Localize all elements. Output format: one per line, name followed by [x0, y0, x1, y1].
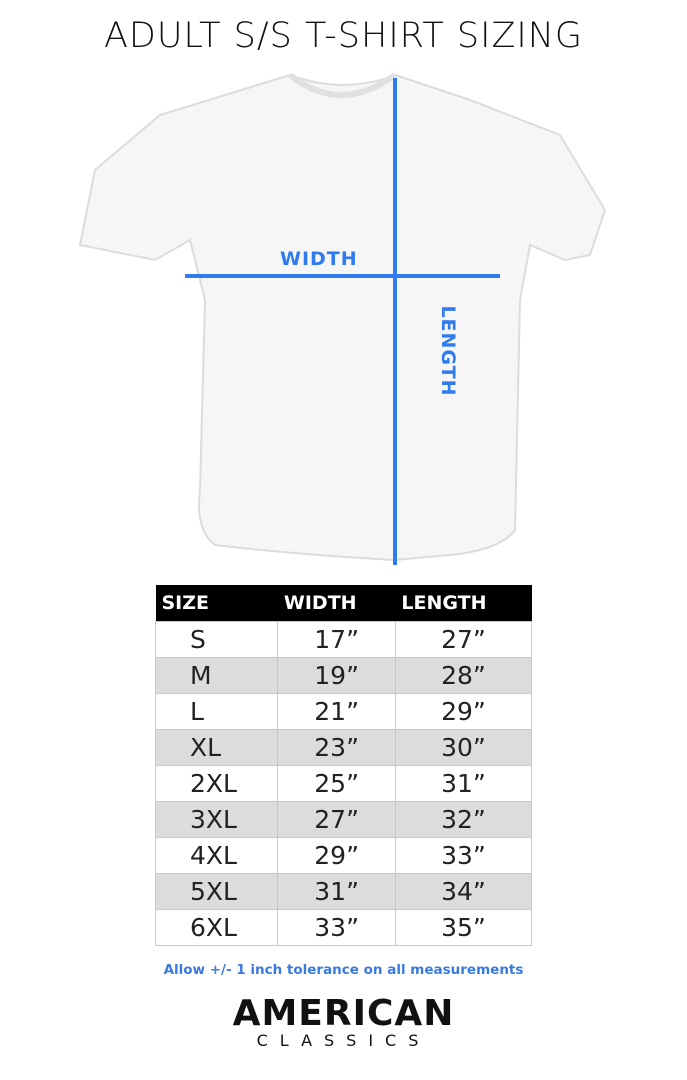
- tshirt-silhouette: [78, 73, 607, 562]
- table-row: L 21” 29”: [154, 693, 533, 730]
- cell-size: 2XL: [154, 765, 279, 802]
- cell-width: 31”: [277, 873, 396, 910]
- cell-width: 17”: [277, 621, 396, 658]
- cell-size: 5XL: [154, 873, 279, 910]
- cell-size: L: [154, 693, 279, 730]
- cell-length: 34”: [394, 873, 533, 910]
- table-row: M 19” 28”: [154, 657, 533, 694]
- cell-length: 35”: [394, 909, 533, 946]
- header-size: SIZE: [155, 585, 278, 622]
- table-row: XL 23” 30”: [154, 729, 533, 766]
- cell-width: 25”: [277, 765, 396, 802]
- cell-width: 23”: [277, 729, 396, 766]
- cell-width: 29”: [277, 837, 396, 874]
- cell-width: 21”: [277, 693, 396, 730]
- size-table: SIZE WIDTH LENGTH S 17” 27” M 19” 28” L 21” 29” X…: [154, 585, 533, 946]
- cell-size: XL: [154, 729, 279, 766]
- tshirt-diagram: [78, 72, 607, 565]
- cell-size: S: [154, 621, 279, 658]
- tshirt-collar: [288, 72, 397, 98]
- brand-logo-american: AMERICAN: [232, 993, 455, 1034]
- brand-logo-classics: CLASSICS: [256, 1031, 431, 1050]
- table-row: 3XL 27” 32”: [154, 801, 533, 838]
- cell-length: 27”: [394, 621, 533, 658]
- table-row: 2XL 25” 31”: [154, 765, 533, 802]
- cell-length: 33”: [394, 837, 533, 874]
- cell-size: M: [154, 657, 279, 694]
- cell-size: 3XL: [154, 801, 279, 838]
- page-title: ADULT S/S T-SHIRT SIZING: [103, 16, 584, 56]
- cell-length: 29”: [394, 693, 533, 730]
- table-header: SIZE WIDTH LENGTH: [155, 585, 532, 622]
- width-label: WIDTH: [280, 248, 358, 270]
- cell-length: 31”: [394, 765, 533, 802]
- cell-width: 27”: [277, 801, 396, 838]
- table-row: 4XL 29” 33”: [154, 837, 533, 874]
- cell-length: 30”: [394, 729, 533, 766]
- header-length: LENGTH: [395, 585, 532, 622]
- tolerance-note: Allow +/- 1 inch tolerance on all measur…: [163, 962, 524, 978]
- cell-width: 33”: [277, 909, 396, 946]
- cell-size: 6XL: [154, 909, 279, 946]
- cell-length: 32”: [394, 801, 533, 838]
- table-row: S 17” 27”: [154, 621, 533, 658]
- cell-length: 28”: [394, 657, 533, 694]
- length-label: LENGTH: [437, 305, 459, 397]
- table-row: 5XL 31” 34”: [154, 873, 533, 910]
- cell-width: 19”: [277, 657, 396, 694]
- cell-size: 4XL: [154, 837, 279, 874]
- table-row: 6XL 33” 35”: [154, 909, 533, 946]
- header-width: WIDTH: [277, 585, 396, 622]
